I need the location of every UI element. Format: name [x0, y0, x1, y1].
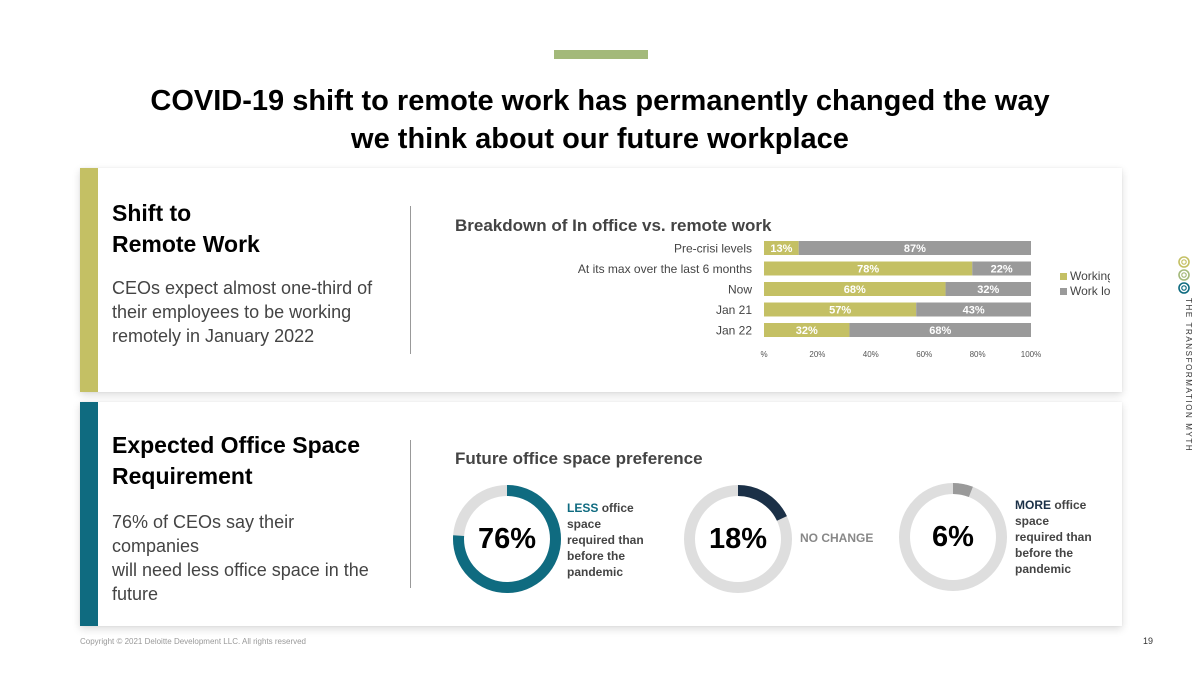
bar-data-label: 43% [963, 305, 985, 317]
bar-office [849, 323, 1031, 337]
bar-category-label: Jan 22 [716, 324, 752, 338]
bar-data-label: 32% [977, 284, 999, 296]
x-tick-label: 40% [863, 350, 879, 359]
donut-no-change: 18% [683, 484, 793, 594]
donut-no-change-label: NO CHANGE [800, 531, 874, 545]
top-accent-bar [554, 50, 648, 59]
desc-line-3: future [112, 584, 159, 604]
vertical-divider [410, 440, 411, 588]
x-tick-label: 100% [1021, 350, 1041, 359]
bar-category-label: Now [728, 283, 752, 297]
x-tick-label: % [760, 350, 767, 359]
bar-data-label: 57% [829, 305, 851, 317]
donut-less-value: 76% [477, 522, 537, 555]
vertical-divider [410, 206, 411, 354]
legend-swatch [1060, 288, 1067, 295]
donut-more-label-line: pandemic [1015, 562, 1072, 576]
bar-data-label: 68% [844, 284, 866, 296]
section-description: CEOs expect almost one-third of their em… [112, 276, 382, 348]
bar-data-label: 87% [904, 243, 926, 255]
desc-line-2: their employees to be working [112, 302, 352, 322]
donut-segment [899, 483, 1007, 591]
bar-office [798, 241, 1031, 255]
donut-less-label-line: space [567, 517, 602, 531]
brand-logo-icon [1178, 256, 1190, 294]
donut-less-label-line: before the [567, 549, 626, 563]
bar-remote [764, 302, 917, 317]
donut-segment [684, 485, 792, 593]
legend-label: Working remotely [1070, 269, 1110, 283]
heading-line-1: Expected Office Space [112, 432, 360, 458]
bar-category-label: At its max over the last 6 months [578, 262, 752, 276]
bar-data-label: 22% [991, 264, 1013, 276]
page-number: 19 [1143, 636, 1154, 646]
bar-data-label: 32% [796, 325, 818, 337]
office-space-card: Expected Office Space Requirement 76% of… [80, 402, 1122, 626]
bar-office [945, 282, 1031, 296]
stacked-bar-chart: Pre-crisi levels 13% 87% At its max over th… [578, 241, 1110, 359]
x-tick-label: 60% [916, 350, 932, 359]
footer-copyright: Copyright © 2021 Deloitte Development LL… [80, 637, 307, 646]
donut-more-label-line: required than [1015, 530, 1092, 544]
bar-data-label: 78% [857, 264, 879, 276]
donut-more-ring [899, 483, 1007, 591]
donut-chart-title: Future office space preference [455, 449, 703, 468]
x-tick-label: 80% [970, 350, 986, 359]
donut-no-change-value: 18% [708, 522, 768, 555]
x-tick-label: 20% [809, 350, 825, 359]
donut-more-label-line: space [1015, 514, 1050, 528]
bar-category-label: Pre-crisi levels [674, 242, 752, 256]
donut-more-label: MORE office space required than before t… [1015, 497, 1105, 577]
heading-line-2: Requirement [112, 463, 253, 489]
legend-swatch [1060, 273, 1067, 280]
donut-less-label: LESS office space required than before t… [567, 500, 657, 580]
donut-more-value: 6% [932, 520, 974, 553]
bar-remote [764, 282, 946, 296]
title-line-1: COVID-19 shift to remote work has perman… [150, 85, 1050, 117]
title-line-2: we think about our future workplace [351, 123, 849, 155]
donut-less-label-line: office [601, 501, 634, 515]
bar-category-label: Jan 21 [716, 303, 752, 317]
donut-less: 76% [452, 484, 562, 594]
page-title: COVID-19 shift to remote work has perman… [0, 82, 1200, 158]
donut-more-label-line: office [1054, 498, 1087, 512]
bar-data-label: 13% [770, 243, 792, 255]
card-accent-bar [80, 402, 98, 626]
card-accent-bar [80, 168, 98, 392]
donut-less-label-line: pandemic [567, 565, 624, 579]
donut-less-ring [453, 485, 561, 593]
donut-more: 6% [898, 482, 1008, 592]
donut-less-label-line: required than [567, 533, 644, 547]
bar-office [972, 261, 1031, 276]
bar-chart-title: Breakdown of In office vs. remote work [455, 216, 772, 235]
desc-line-3: remotely in January 2022 [112, 326, 315, 346]
donut-no-change-ring [684, 485, 792, 593]
legend-label: Work location [1070, 284, 1110, 298]
desc-line-1: CEOs expect almost one-third of [112, 278, 373, 298]
desc-line-2: will need less office space in the [112, 560, 369, 580]
bar-office [916, 302, 1031, 317]
bar-remote [764, 241, 799, 255]
desc-line-1: 76% of CEOs say their companies [112, 512, 295, 556]
bar-data-label: 68% [929, 325, 951, 337]
donut-more-emphasis: MORE [1015, 498, 1051, 512]
section-description: 76% of CEOs say their companies will nee… [112, 510, 382, 606]
heading-line-1: Shift to [112, 200, 192, 226]
donut-less-emphasis: LESS [567, 501, 599, 515]
bar-remote [764, 261, 973, 276]
remote-work-card: Shift to Remote Work CEOs expect almost … [80, 168, 1122, 392]
heading-line-2: Remote Work [112, 231, 260, 257]
donut-more-label-line: before the [1015, 546, 1074, 560]
section-heading: Shift to Remote Work [112, 198, 382, 260]
donut-segment [453, 485, 561, 593]
section-heading: Expected Office Space Requirement [112, 430, 382, 492]
brand-vertical-text: THE TRANSFORMATION MYTH [1184, 298, 1193, 453]
bar-remote [764, 323, 850, 337]
